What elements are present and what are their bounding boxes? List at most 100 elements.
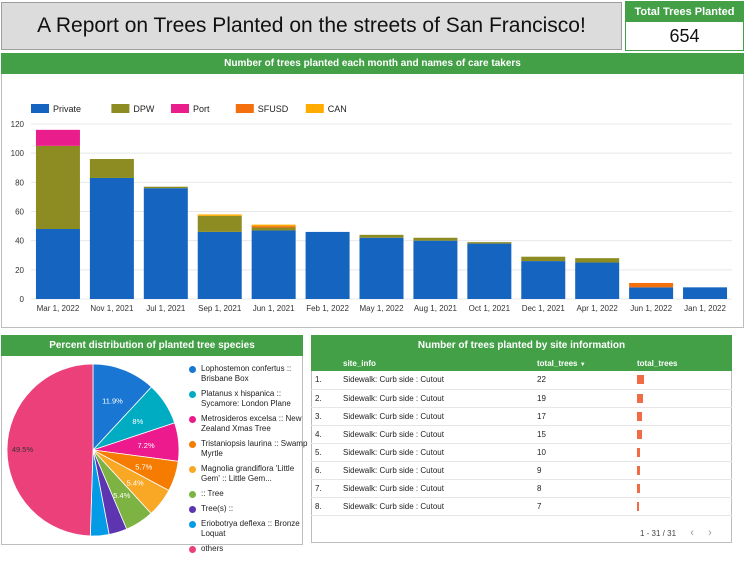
bar-segment-sfusd[interactable]	[251, 226, 296, 228]
total-trees-bar-cell	[633, 425, 732, 444]
bar-segment-dpw[interactable]	[251, 227, 296, 231]
total-trees-header[interactable]: total_trees ▼	[533, 356, 633, 371]
legend-swatch-dpw[interactable]	[111, 104, 130, 113]
pie-legend-item[interactable]: others	[189, 544, 309, 554]
bar-segment-private[interactable]	[413, 240, 458, 299]
legend-swatch-can[interactable]	[305, 104, 324, 113]
bar-segment-dpw[interactable]	[35, 145, 80, 229]
table-header-row: site_info total_trees ▼ total_trees	[311, 356, 732, 371]
legend-dot	[189, 506, 196, 513]
pie-legend-item[interactable]: Lophostemon confertus :: Brisbane Box	[189, 364, 309, 384]
total-trees-bar	[637, 429, 642, 439]
legend-label-sfusd[interactable]: SFUSD	[258, 104, 289, 114]
x-tick-label: Feb 1, 2022	[306, 304, 349, 313]
site-info-cell: Sidewalk: Curb side : Cutout	[339, 389, 533, 408]
total-trees-cell: 8	[533, 479, 633, 498]
total-trees-bar-header[interactable]: total_trees	[633, 356, 732, 371]
bar-segment-dpw[interactable]	[413, 237, 458, 241]
bar-segment-private[interactable]	[629, 287, 674, 299]
bar-segment-dpw[interactable]	[197, 215, 242, 232]
pie-legend-item[interactable]: Metrosideros excelsa :: New Zealand Xmas…	[189, 414, 309, 434]
bar-segment-dpw[interactable]	[467, 242, 512, 244]
total-trees-cell: 17	[533, 407, 633, 426]
total-trees-bar-cell	[633, 371, 732, 390]
bar-segment-private[interactable]	[35, 229, 80, 299]
bar-segment-private[interactable]	[251, 230, 296, 299]
table-title: Number of trees planted by site informat…	[311, 335, 732, 356]
total-trees-bar	[637, 483, 640, 493]
legend-swatch-sfusd[interactable]	[235, 104, 254, 113]
bar-segment-dpw[interactable]	[575, 258, 620, 263]
table-row[interactable]: 6. Sidewalk: Curb side : Cutout 9	[311, 461, 732, 480]
total-trees-bar	[637, 375, 644, 385]
pie-chart-title: Percent distribution of planted tree spe…	[1, 335, 303, 356]
y-tick-label: 100	[11, 149, 25, 158]
pie-legend-label: Metrosideros excelsa :: New Zealand Xmas…	[201, 414, 302, 433]
bar-segment-can[interactable]	[251, 224, 296, 227]
row-index: 4.	[311, 425, 339, 444]
bar-chart-title: Number of trees planted each month and n…	[1, 53, 744, 74]
bar-segment-private[interactable]	[197, 231, 242, 299]
site-info-cell: Sidewalk: Curb side : Cutout	[339, 371, 533, 390]
bar-segment-can[interactable]	[197, 214, 242, 216]
table-row[interactable]: 7. Sidewalk: Curb side : Cutout 8	[311, 479, 732, 498]
pie-slice[interactable]	[92, 363, 153, 452]
legend-label-private[interactable]: Private	[53, 104, 81, 114]
pie-slice-label: 7.2%	[138, 441, 155, 450]
bar-segment-private[interactable]	[683, 287, 728, 299]
kpi-label: Total Trees Planted	[626, 2, 743, 22]
table-row[interactable]: 2. Sidewalk: Curb side : Cutout 19	[311, 389, 732, 408]
pie-legend-item[interactable]: Platanus x hispanica :: Sycamore: London…	[189, 389, 309, 409]
bar-segment-dpw[interactable]	[359, 234, 404, 238]
bar-segment-dpw[interactable]	[89, 159, 134, 178]
pie-legend-item[interactable]: Tristaniopsis laurina :: Swamp Myrtle	[189, 439, 309, 459]
x-tick-label: Aug 1, 2021	[414, 304, 458, 313]
bar-segment-dpw[interactable]	[521, 256, 566, 262]
pie-legend-item[interactable]: Tree(s) ::	[189, 504, 309, 514]
bar-segment-private[interactable]	[143, 188, 188, 299]
bar-segment-port[interactable]	[35, 129, 80, 146]
row-index: 2.	[311, 389, 339, 408]
pie-legend-label: :: Tree	[201, 489, 224, 498]
legend-swatch-private[interactable]	[31, 104, 49, 113]
bar-segment-private[interactable]	[521, 261, 566, 299]
pie-slice[interactable]	[6, 363, 94, 537]
total-trees-bar	[637, 465, 640, 475]
x-tick-label: Dec 1, 2021	[522, 304, 566, 313]
legend-label-port[interactable]: Port	[193, 104, 210, 114]
report-title: A Report on Trees Planted on the streets…	[1, 2, 622, 50]
chevron-right-icon[interactable]: ›	[708, 527, 712, 539]
legend-swatch-port[interactable]	[171, 104, 189, 113]
bar-segment-private[interactable]	[305, 231, 350, 299]
total-trees-cell: 7	[533, 497, 633, 516]
site-info-header[interactable]: site_info	[339, 356, 533, 371]
x-tick-label: Sep 1, 2021	[198, 304, 242, 313]
x-tick-label: Mar 1, 2022	[37, 304, 80, 313]
pie-legend-item[interactable]: Magnolia grandiflora 'Little Gem' :: Lit…	[189, 464, 309, 484]
table-row[interactable]: 1. Sidewalk: Curb side : Cutout 22	[311, 371, 732, 390]
bar-segment-private[interactable]	[575, 262, 620, 299]
legend-label-dpw[interactable]: DPW	[133, 104, 155, 114]
legend-label-can[interactable]: CAN	[328, 104, 347, 114]
bar-segment-private[interactable]	[359, 237, 404, 299]
table-row[interactable]: 4. Sidewalk: Curb side : Cutout 15	[311, 425, 732, 444]
row-index: 5.	[311, 443, 339, 462]
pie-slice-label: 8%	[132, 417, 143, 426]
bar-segment-dpw[interactable]	[143, 186, 188, 189]
pagination-range: 1 - 31 / 31	[640, 529, 677, 538]
table-row[interactable]: 3. Sidewalk: Curb side : Cutout 17	[311, 407, 732, 426]
pie-legend-label: Tree(s) ::	[201, 504, 234, 513]
bar-segment-private[interactable]	[467, 243, 512, 299]
bar-segment-sfusd[interactable]	[629, 282, 674, 288]
bar-segment-private[interactable]	[89, 177, 134, 299]
row-index: 3.	[311, 407, 339, 426]
table-row[interactable]: 8. Sidewalk: Curb side : Cutout 7	[311, 497, 732, 516]
sort-desc-icon: ▼	[579, 362, 586, 368]
table-row[interactable]: 5. Sidewalk: Curb side : Cutout 10	[311, 443, 732, 462]
pie-legend-item[interactable]: Eriobotrya deflexa :: Bronze Loquat	[189, 519, 309, 539]
pie-legend-item[interactable]: :: Tree	[189, 489, 309, 499]
legend-dot	[189, 416, 196, 423]
legend-dot	[189, 546, 196, 553]
chevron-left-icon[interactable]: ‹	[690, 527, 694, 539]
site-info-cell: Sidewalk: Curb side : Cutout	[339, 497, 533, 516]
